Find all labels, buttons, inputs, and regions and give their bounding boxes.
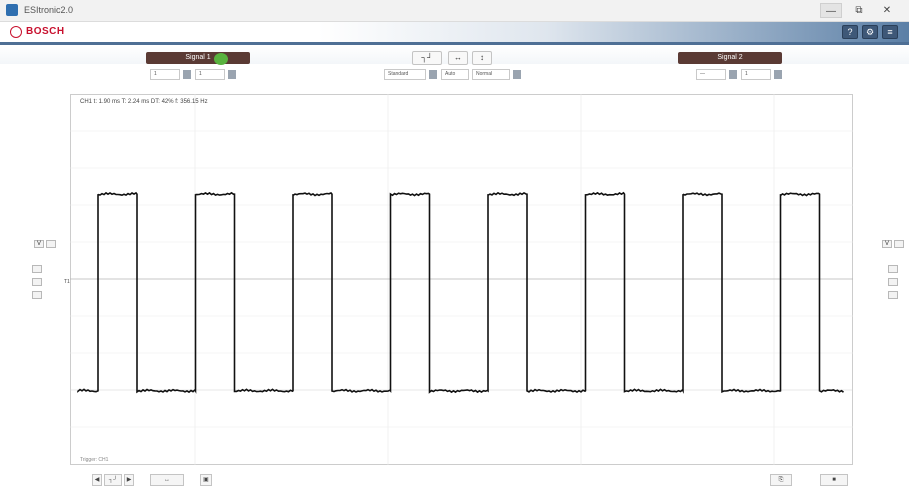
tool-button-3[interactable]: ↕ [472,51,492,65]
chevron-down-icon[interactable] [183,69,191,79]
left-channel-toggle[interactable] [46,240,56,248]
menu-icon[interactable]: ≡ [882,25,898,39]
chevron-down-icon[interactable] [774,69,782,79]
trigger-mode-dropdown[interactable]: Auto [441,68,469,80]
help-icon[interactable]: ? [842,25,858,39]
export-button[interactable]: ⎘ [770,474,792,486]
measurement-readout: CH1 t: 1.90 ms T: 2.24 ms DT: 42% f: 356… [80,99,208,105]
grid-lines [70,94,853,465]
signal-2-button[interactable]: Signal 2 [678,52,782,64]
settings-icon[interactable]: ⚙ [862,25,878,39]
maximize-button[interactable]: ⧉ [855,5,863,16]
left-channel-settings: 1 1 [150,68,240,80]
trigger-mode-button[interactable]: ┐┘ [412,51,442,65]
app-icon [6,4,18,16]
chevron-down-icon[interactable] [429,69,437,79]
right-scale-dropdown[interactable]: — [696,68,726,80]
scale-up-button[interactable] [32,265,42,273]
snapshot-button[interactable]: ▣ [200,474,212,486]
left-scale-dropdown[interactable]: 1 [150,68,180,80]
close-button[interactable]: ✕ [882,5,892,16]
brand-bar: BOSCH ? ⚙ ≡ [0,22,909,42]
chevron-down-icon[interactable] [513,69,521,79]
scale-center-button[interactable] [32,278,42,286]
waveform-display [70,94,853,465]
minimize-button[interactable]: — [820,3,842,18]
right-channel-settings: — 1 [696,68,786,80]
zero-marker: T1 [64,279,70,285]
bottom-toolbar: ◀ ┐┘ ▶ ↔ ▣ ⎘ ■ [0,472,909,488]
chevron-down-icon[interactable] [228,69,236,79]
previous-button[interactable]: ◀ [92,474,102,486]
trigger-slope-dropdown[interactable]: Normal [472,68,510,80]
toolbar: Signal 1 ┐┘ ↔ ↕ Signal 2 [0,42,909,65]
chevron-down-icon[interactable] [729,69,737,79]
bosch-logo-icon [10,26,22,38]
title-bar: ESItronic2.0 — ⧉ ✕ [0,0,909,22]
right-scale-down-button[interactable] [888,291,898,299]
zoom-button[interactable]: ↔ [150,474,184,486]
right-offset-dropdown[interactable]: 1 [741,68,771,80]
brand-name: BOSCH [26,26,65,37]
left-channel-button[interactable]: V [34,240,44,248]
right-scale-center-button[interactable] [888,278,898,286]
trigger-settings: Standard Auto Normal [384,68,525,80]
right-channel-toggle[interactable] [894,240,904,248]
trigger-info: Trigger: CH1 [80,457,109,463]
trigger-source-dropdown[interactable]: Standard [384,68,426,80]
tool-button-2[interactable]: ↔ [448,51,468,65]
right-channel-button[interactable]: V [882,240,892,248]
window-title: ESItronic2.0 [24,5,74,15]
trigger-button[interactable]: ┐┘ [104,474,122,486]
left-offset-dropdown[interactable]: 1 [195,68,225,80]
next-button[interactable]: ▶ [124,474,134,486]
signal-trace [77,191,844,394]
stop-button[interactable]: ■ [820,474,848,486]
right-scale-up-button[interactable] [888,265,898,273]
scale-down-button[interactable] [32,291,42,299]
signal-1-button[interactable]: Signal 1 [146,52,250,64]
signal-active-indicator[interactable] [214,53,228,65]
